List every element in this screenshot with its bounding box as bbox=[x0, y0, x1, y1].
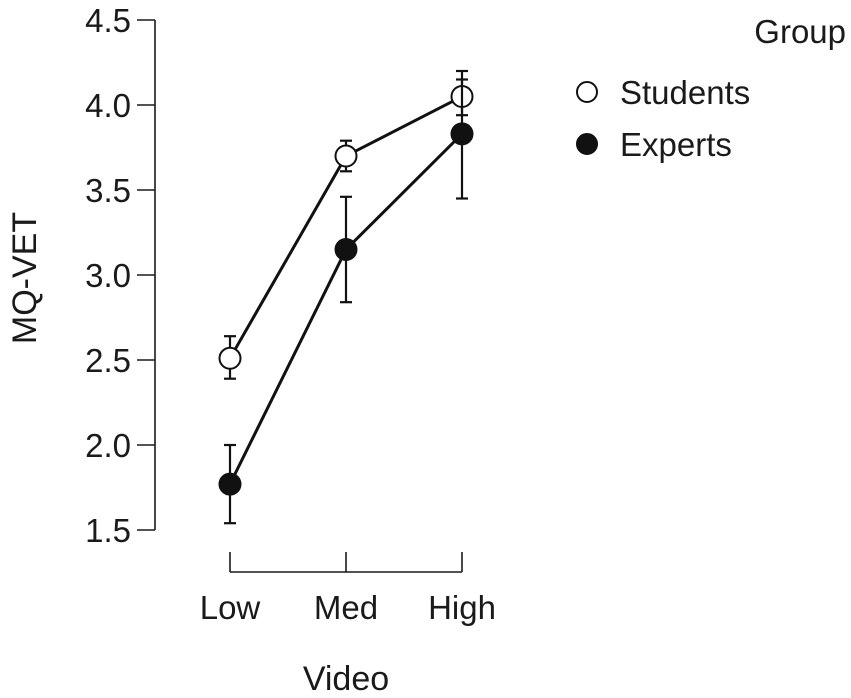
x-tick-label: High bbox=[428, 589, 496, 626]
data-point-students bbox=[218, 346, 242, 370]
series-line-segment bbox=[354, 99, 454, 153]
y-tick-label: 4.5 bbox=[85, 2, 131, 39]
y-tick-label: 4.0 bbox=[85, 87, 131, 124]
series-line-segment bbox=[233, 164, 343, 350]
data-point-experts bbox=[218, 472, 242, 496]
y-tick-label: 2.5 bbox=[85, 342, 131, 379]
legend-title: Group bbox=[754, 13, 846, 50]
legend-items: Students Experts bbox=[576, 74, 750, 163]
x-axis: Low Med High bbox=[200, 552, 496, 626]
x-axis-title: Video bbox=[303, 660, 389, 698]
y-tick-label: 3.5 bbox=[85, 172, 131, 209]
x-tick-label: Low bbox=[200, 589, 261, 626]
y-axis-title: MQ-VET bbox=[6, 212, 44, 344]
legend-marker bbox=[576, 81, 598, 103]
series-line-segment bbox=[233, 258, 343, 476]
y-axis: 1.5 2.0 2.5 3.0 3.5 4.0 4.5 bbox=[85, 2, 156, 549]
legend-item-students: Students bbox=[576, 74, 750, 111]
data-point-experts bbox=[334, 238, 358, 261]
data-point-students bbox=[334, 144, 358, 168]
legend-label: Students bbox=[620, 74, 750, 111]
series-layer bbox=[218, 69, 474, 525]
legend: Group Students Experts bbox=[576, 13, 846, 163]
series-experts bbox=[218, 69, 474, 525]
legend-item-experts: Experts bbox=[576, 126, 732, 163]
series-line-segment bbox=[352, 140, 456, 244]
x-tick-label: Med bbox=[314, 589, 378, 626]
y-tick-label: 2.0 bbox=[85, 427, 131, 464]
data-point-experts bbox=[450, 122, 474, 146]
legend-label: Experts bbox=[620, 126, 732, 163]
series-students bbox=[218, 78, 474, 380]
legend-marker bbox=[576, 133, 598, 155]
y-tick-label: 3.0 bbox=[85, 257, 131, 294]
y-tick-label: 1.5 bbox=[85, 512, 131, 549]
